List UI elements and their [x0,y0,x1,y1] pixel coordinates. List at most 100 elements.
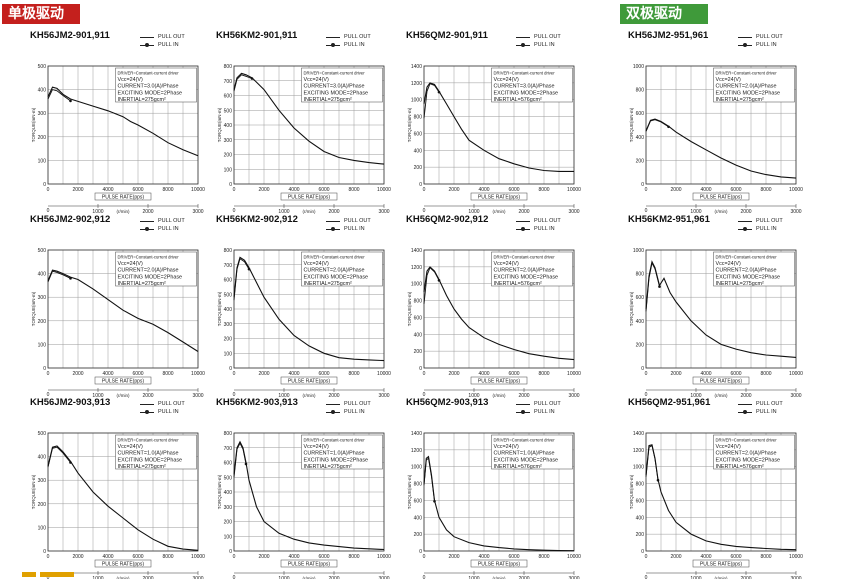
rpm-tick-label: 3000 [378,209,389,215]
x-axis-label: PULSE RATE(pps) [102,379,144,385]
rpm-tick-label: 0 [645,575,648,579]
x-tick-label: 4000 [102,554,113,560]
y-tick-label: 800 [224,248,233,254]
chart-legend: PULL OUT PULL IN [326,33,371,49]
legend-pull-out: PULL OUT [344,34,371,40]
y-tick-label: 0 [419,366,422,372]
x-tick-label: 2000 [258,187,269,193]
plot-frame [233,249,385,369]
rpm-tick-label: 0 [645,208,648,214]
rpm-tick-label: 1000 [278,393,289,399]
y-tick-label: 0 [641,182,644,188]
y-tick-label: 100 [38,342,47,348]
driver-info-line: CURRENT=2.0(A)/Phase [716,451,777,457]
torque-chart-svg: 0 200 400 600 800 1000 1200 1400 0 2000 4000 6000 80… [407,64,581,215]
y-tick-label: 200 [38,319,47,325]
x-tick-label: 10000 [377,187,391,193]
y-tick-label: 1400 [633,431,644,437]
chart-legend: PULL OUT PULL IN [140,400,185,416]
rpm-unit-label: (r/min) [493,576,506,579]
x-axis-label: PULSE RATE(pps) [102,195,144,201]
pull-out-swatch [738,220,752,222]
pull-in-curve [645,444,659,481]
x-tick-label: 10000 [567,554,581,560]
x-tick-label: 0 [423,371,426,377]
legend-pull-in: PULL IN [344,42,365,48]
driver-info-line: CURRENT=3.0(A)/Phase [304,84,365,90]
rpm-tick-label: 1000 [468,209,479,215]
y-tick-label: 200 [38,135,47,141]
legend-pull-out: PULL OUT [344,401,371,407]
x-axis-label-box [280,376,338,385]
y-tick-label: 1200 [411,265,422,271]
x-axis-label: PULSE RATE(pps) [102,562,144,568]
y-tick-label: 400 [224,123,233,129]
rpm-tick-label: 2000 [740,209,751,215]
x-tick-label: 0 [423,187,426,193]
driver-info-line: DRIVER=Constant-current driver [716,255,778,260]
y-axis-label: TORQUE(mN·m) [217,107,222,142]
legend-pull-out: PULL OUT [756,218,783,224]
driver-info-line: CURRENT=2.0(A)/Phase [716,84,777,90]
legend-pull-out: PULL OUT [344,218,371,224]
x-tick-label: 10000 [567,187,581,193]
driver-info-line: DRIVER=Constant-current driver [494,438,556,443]
driver-info-box [301,67,383,103]
pull-in-end-point [437,279,441,282]
pull-in-curve [47,270,71,283]
rpm-tick-label: 0 [233,208,236,214]
pull-in-end-point [69,277,72,280]
rpm-tick-label: 0 [233,392,236,398]
driver-info-line: CURRENT=1.0(A)/Phase [494,451,555,457]
driver-info-line: EXCITING MODE=2Phase [716,90,781,96]
y-tick-label: 800 [636,88,645,94]
driver-info-box [713,251,795,287]
y-axis-label: TORQUE(mN·m) [217,291,222,326]
pull-in-curve [645,261,660,312]
y-tick-label: 400 [414,332,423,338]
y-tick-label: 0 [43,182,46,188]
driver-info-line: INERTIAL=275gcm² [716,281,764,287]
y-tick-label: 200 [224,153,233,159]
y-tick-label: 100 [38,525,47,531]
torque-chart-svg: 0 200 400 600 800 1000 1200 1400 0 2000 4000 6000 80… [407,431,581,579]
x-tick-label: 0 [233,187,236,193]
y-tick-label: 0 [229,182,232,188]
torque-chart-svg: 0 200 400 600 800 1000 1200 1400 0 2000 4000 6000 80… [407,248,581,399]
chart-legend: PULL OUT PULL IN [140,217,185,233]
pull-in-swatch [738,410,752,414]
torque-chart-panel: KH56JM2-901,911 PULL OUT PULL IN 0 100 200 300… [30,30,220,215]
chart-legend: PULL OUT PULL IN [140,33,185,49]
y-tick-label: 400 [224,490,233,496]
x-tick-label: 4000 [478,554,489,560]
x-axis-label-box [94,559,152,568]
x-tick-label: 10000 [191,187,205,193]
rpm-tick-label: 1000 [92,209,103,215]
y-tick-label: 800 [224,64,233,70]
x-axis-label-box [94,376,152,385]
y-tick-label: 700 [224,263,233,269]
pull-out-swatch [140,220,154,222]
x-tick-label: 6000 [730,187,741,193]
y-tick-label: 600 [414,498,423,504]
x-tick-label: 4000 [700,371,711,377]
x-tick-label: 10000 [377,371,391,377]
x-tick-label: 2000 [258,371,269,377]
driver-info-line: EXCITING MODE=2Phase [716,457,781,463]
x-axis-label: PULSE RATE(pps) [478,562,520,568]
rpm-unit-label: (r/min) [303,209,316,214]
pull-in-end-point [658,285,661,288]
driver-info-line: EXCITING MODE=2Phase [494,457,559,463]
x-tick-label: 0 [233,371,236,377]
plot-frame [645,432,797,552]
pull-in-end-point [433,499,436,503]
driver-info-line: DRIVER=Constant-current driver [118,438,180,443]
x-tick-label: 2000 [670,554,681,560]
x-tick-label: 10000 [789,371,803,377]
x-tick-label: 0 [645,371,648,377]
x-tick-label: 2000 [258,554,269,560]
bipolar-drive-header: 双极驱动 [620,4,708,24]
y-tick-label: 600 [636,295,645,301]
driver-info-line: INERTIAL=576gcm² [716,464,764,470]
chart-title: KH56QM2-902,912 [406,214,489,225]
